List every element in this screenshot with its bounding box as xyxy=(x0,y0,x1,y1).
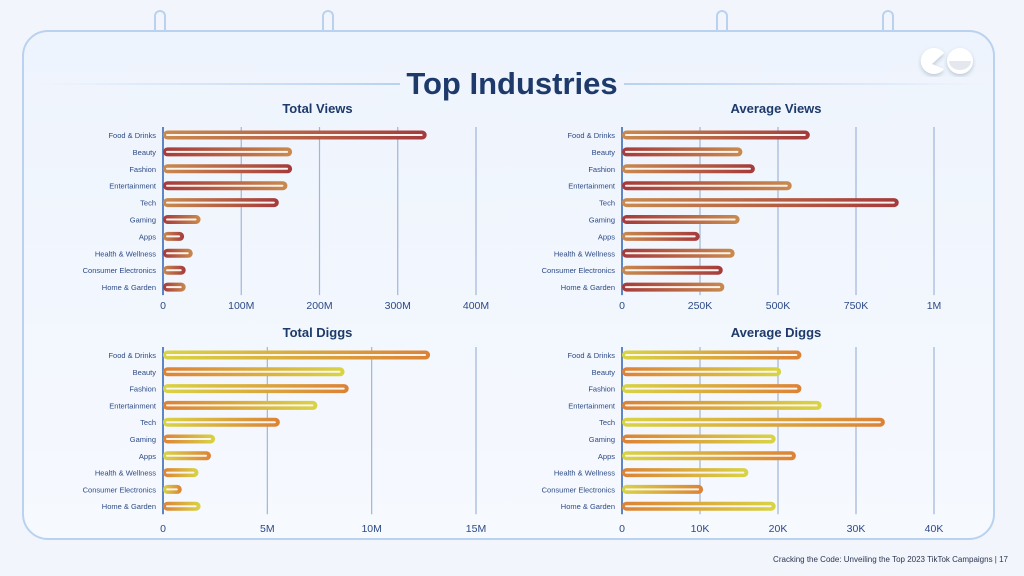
category-label: Health & Wellness xyxy=(95,249,156,258)
category-label: Beauty xyxy=(592,148,616,157)
category-label: Entertainment xyxy=(568,182,616,191)
category-label: Tech xyxy=(140,418,156,427)
chart-average-views: Average Views 0 250K 500K 750K 1M Food & Drink… xyxy=(542,101,942,312)
category-label: Beauty xyxy=(592,368,616,377)
category-label: Home & Garden xyxy=(102,502,156,511)
category-label: Health & Wellness xyxy=(554,469,615,478)
chart-average-diggs: Average Diggs 0 10K 20K 30K 40K Food & Drinks B… xyxy=(542,325,944,535)
category-label: Apps xyxy=(139,232,156,241)
category-label: Gaming xyxy=(130,216,156,225)
category-label: Tech xyxy=(599,418,615,427)
category-label: Beauty xyxy=(133,148,157,157)
tick-label: 200M xyxy=(306,300,332,312)
tick-label: 750K xyxy=(844,300,869,312)
chart-title: Average Views xyxy=(730,101,821,116)
category-label: Food & Drinks xyxy=(108,131,156,140)
tick-label: 0 xyxy=(160,300,166,312)
category-label: Fashion xyxy=(129,385,156,394)
category-label: Entertainment xyxy=(109,401,157,410)
tick-label: 100M xyxy=(228,300,254,312)
eyes-logo-icon xyxy=(920,48,973,74)
category-label: Consumer Electronics xyxy=(83,266,157,275)
category-label: Entertainment xyxy=(109,182,157,191)
category-label: Tech xyxy=(599,199,615,208)
tick-label: 15M xyxy=(466,523,486,535)
tick-label: 10K xyxy=(691,523,710,535)
category-label: Tech xyxy=(140,199,156,208)
category-label: Consumer Electronics xyxy=(542,485,616,494)
category-label: Fashion xyxy=(588,385,615,394)
category-label: Gaming xyxy=(130,435,156,444)
category-label: Beauty xyxy=(133,368,157,377)
tick-label: 0 xyxy=(160,523,166,535)
category-label: Food & Drinks xyxy=(108,351,156,360)
tick-label: 20K xyxy=(769,523,788,535)
footer-text: Cracking the Code: Unveiling the Top 202… xyxy=(773,555,1008,564)
category-label: Entertainment xyxy=(568,401,616,410)
chart-title: Total Views xyxy=(282,101,352,116)
tick-label: 400M xyxy=(463,300,489,312)
category-label: Home & Garden xyxy=(561,502,615,511)
category-label: Apps xyxy=(598,452,615,461)
page-title: Top Industries xyxy=(406,66,618,101)
category-label: Food & Drinks xyxy=(567,351,615,360)
category-label: Fashion xyxy=(588,165,615,174)
category-label: Food & Drinks xyxy=(567,131,615,140)
category-label: Apps xyxy=(139,452,156,461)
chart-title: Average Diggs xyxy=(731,325,822,340)
tick-label: 500K xyxy=(766,300,791,312)
tick-label: 300M xyxy=(385,300,411,312)
tick-label: 5M xyxy=(260,523,275,535)
tick-label: 0 xyxy=(619,300,625,312)
tick-label: 250K xyxy=(688,300,713,312)
category-label: Health & Wellness xyxy=(554,249,615,258)
category-label: Consumer Electronics xyxy=(83,485,157,494)
category-label: Home & Garden xyxy=(102,283,156,292)
tick-label: 1M xyxy=(927,300,942,312)
tick-label: 0 xyxy=(619,523,625,535)
chart-total-diggs: Total Diggs 0 5M 10M 15M Food & Drinks Beauty F… xyxy=(83,325,487,535)
chart-total-views: Total Views 0 100M 200M 300M 400M Food & Drink… xyxy=(83,101,489,312)
tick-label: 10M xyxy=(361,523,381,535)
divider xyxy=(40,83,400,85)
category-label: Gaming xyxy=(589,216,615,225)
category-label: Home & Garden xyxy=(561,283,615,292)
tick-label: 30K xyxy=(847,523,866,535)
category-label: Apps xyxy=(598,232,615,241)
category-label: Health & Wellness xyxy=(95,469,156,478)
category-label: Consumer Electronics xyxy=(542,266,616,275)
category-label: Fashion xyxy=(129,165,156,174)
chart-title: Total Diggs xyxy=(283,325,353,340)
tick-label: 40K xyxy=(925,523,944,535)
category-label: Gaming xyxy=(589,435,615,444)
